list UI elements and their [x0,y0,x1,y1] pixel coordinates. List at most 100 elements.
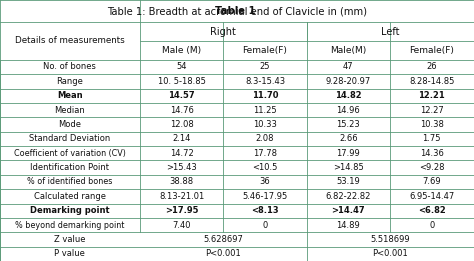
Text: Female(F): Female(F) [410,46,454,55]
Text: 7.69: 7.69 [422,177,441,186]
Text: Standard Deviation: Standard Deviation [29,134,110,143]
Bar [223,189,307,204]
Text: 10.33: 10.33 [253,120,277,129]
Bar [223,60,307,74]
Text: >14.47: >14.47 [332,206,365,215]
Bar [140,247,307,261]
Text: 38.88: 38.88 [170,177,193,186]
Text: Z value: Z value [54,235,86,244]
Bar [223,218,307,232]
Bar [140,146,223,160]
Bar [390,189,474,204]
Text: 25: 25 [260,62,270,72]
Bar [0,160,140,175]
Text: 5.518699: 5.518699 [370,235,410,244]
Bar [140,103,223,117]
Text: Mean: Mean [57,91,83,100]
Text: 47: 47 [343,62,354,72]
Bar [0,60,140,74]
Bar [0,117,140,132]
Bar [307,60,390,74]
Text: 54: 54 [176,62,187,72]
Bar [223,41,307,60]
Text: Median: Median [55,106,85,115]
Text: 5.46-17.95: 5.46-17.95 [242,192,288,201]
Bar [223,88,307,103]
Bar [0,103,140,117]
Bar [390,146,474,160]
Text: Identification Point: Identification Point [30,163,109,172]
Text: % beyond demarking point: % beyond demarking point [15,221,125,230]
Bar [390,160,474,175]
Bar [223,132,307,146]
Bar [307,132,390,146]
Text: 12.21: 12.21 [419,91,445,100]
Bar [223,103,307,117]
Text: 36: 36 [260,177,270,186]
Bar [223,74,307,88]
Bar [140,232,307,247]
Bar [140,204,223,218]
Bar [307,146,390,160]
Text: 26: 26 [427,62,437,72]
Text: <8.13: <8.13 [251,206,279,215]
Text: <6.82: <6.82 [418,206,446,215]
Text: 6.95-14.47: 6.95-14.47 [409,192,455,201]
Text: 2.08: 2.08 [255,134,274,143]
Text: 0: 0 [429,221,435,230]
Text: P value: P value [55,249,85,258]
Text: Demarking point: Demarking point [30,206,109,215]
Text: P<0.001: P<0.001 [372,249,408,258]
Text: 9.28-20.97: 9.28-20.97 [326,77,371,86]
Bar [390,41,474,60]
Text: 5.628697: 5.628697 [203,235,243,244]
Bar [390,117,474,132]
Bar [0,204,140,218]
Text: >14.85: >14.85 [333,163,364,172]
Text: 17.78: 17.78 [253,149,277,158]
Text: 14.36: 14.36 [420,149,444,158]
Text: Male (M): Male (M) [162,46,201,55]
Bar [307,117,390,132]
Bar [140,41,223,60]
Bar [0,74,140,88]
Bar [307,74,390,88]
Text: >15.43: >15.43 [166,163,197,172]
Text: 14.72: 14.72 [170,149,193,158]
Bar [140,132,223,146]
Bar [390,175,474,189]
Text: Table 1: Breadth at acromial end of Clavicle in (mm): Table 1: Breadth at acromial end of Clav… [107,6,367,16]
Text: 12.27: 12.27 [420,106,444,115]
Bar [307,189,390,204]
Bar [390,103,474,117]
Bar [0,22,140,41]
Bar [307,247,474,261]
Text: 2.14: 2.14 [173,134,191,143]
Bar [223,146,307,160]
Bar [307,103,390,117]
Bar [390,74,474,88]
Text: % of identified bones: % of identified bones [27,177,113,186]
Bar [0,232,140,247]
Text: 11.70: 11.70 [252,91,278,100]
Text: Coefficient of variation (CV): Coefficient of variation (CV) [14,149,126,158]
Bar [307,88,390,103]
Bar [390,60,474,74]
Bar [0,189,140,204]
Text: >17.95: >17.95 [165,206,198,215]
Text: 8.3-15.43: 8.3-15.43 [245,77,285,86]
Bar [140,117,223,132]
Bar [0,0,474,22]
Text: 0: 0 [262,221,268,230]
Text: 11.25: 11.25 [253,106,277,115]
Bar [140,189,223,204]
Bar [0,132,140,146]
Bar [0,22,140,60]
Text: 53.19: 53.19 [337,177,360,186]
Bar [307,204,390,218]
Bar [0,88,140,103]
Bar [223,160,307,175]
Text: 17.99: 17.99 [337,149,360,158]
Text: <10.5: <10.5 [252,163,278,172]
Bar [140,218,223,232]
